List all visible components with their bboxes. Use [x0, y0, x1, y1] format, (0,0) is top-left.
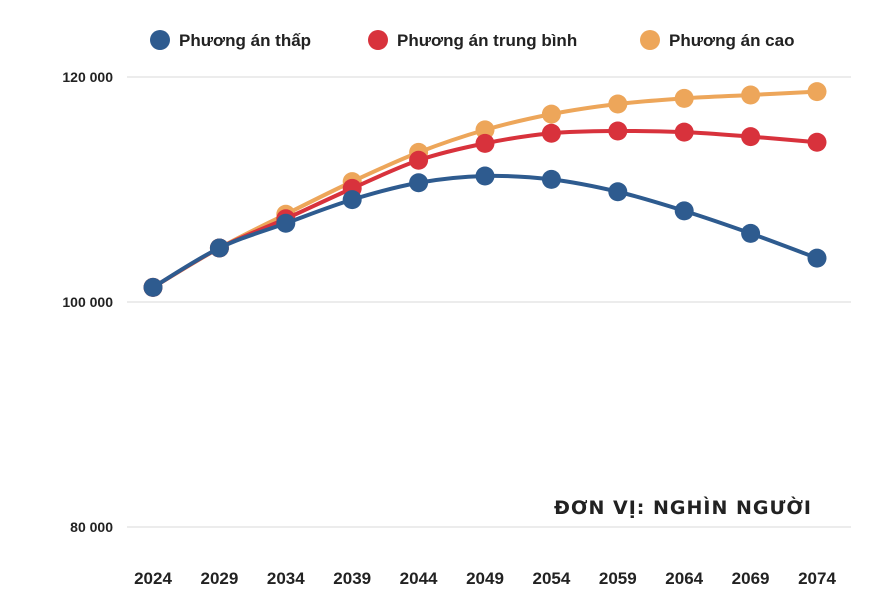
x-tick-label: 2039: [333, 569, 371, 588]
data-point[interactable]: [541, 169, 561, 189]
data-point[interactable]: [276, 213, 296, 233]
data-point[interactable]: [741, 85, 761, 105]
x-tick-label: 2044: [400, 569, 438, 588]
data-point[interactable]: [807, 82, 827, 102]
series-group: [143, 166, 827, 297]
series-lines: [143, 82, 827, 297]
data-point[interactable]: [674, 122, 694, 142]
data-point[interactable]: [342, 190, 362, 210]
data-point[interactable]: [475, 120, 495, 140]
data-point[interactable]: [608, 182, 628, 202]
x-tick-label: 2024: [134, 569, 172, 588]
data-point[interactable]: [541, 123, 561, 143]
data-point[interactable]: [209, 238, 229, 258]
x-tick-label: 2049: [466, 569, 504, 588]
data-point[interactable]: [475, 166, 495, 186]
data-point[interactable]: [741, 127, 761, 147]
data-point[interactable]: [674, 201, 694, 221]
data-point[interactable]: [475, 133, 495, 153]
series-line: [151, 128, 819, 290]
x-tick-label: 2074: [798, 569, 836, 588]
data-point[interactable]: [409, 173, 429, 193]
data-point[interactable]: [409, 150, 429, 170]
data-point[interactable]: [807, 132, 827, 152]
y-tick-label: 120 000: [62, 69, 113, 85]
legend-label: Phương án thấp: [179, 31, 311, 50]
series-group: [143, 82, 827, 297]
data-point[interactable]: [741, 223, 761, 243]
x-tick-label: 2034: [267, 569, 305, 588]
data-point[interactable]: [807, 248, 827, 268]
y-tick-label: 100 000: [62, 294, 113, 310]
data-point[interactable]: [674, 88, 694, 108]
series-group: [143, 121, 827, 297]
data-point[interactable]: [608, 94, 628, 114]
data-point[interactable]: [608, 121, 628, 141]
legend-label: Phương án trung bình: [397, 31, 577, 50]
x-axis-ticks: 2024 2029 2034 2039 2044 2049 2054 2059 2064 2069…: [134, 569, 836, 588]
legend-label: Phương án cao: [669, 31, 794, 50]
x-tick-label: 2064: [665, 569, 703, 588]
legend: Phương án thấp Phương án trung bình Phương…: [150, 30, 794, 50]
x-tick-label: 2029: [200, 569, 238, 588]
data-point[interactable]: [541, 104, 561, 124]
legend-marker: [150, 30, 170, 50]
x-tick-label: 2054: [532, 569, 570, 588]
legend-marker: [368, 30, 388, 50]
y-tick-label: 80 000: [70, 519, 113, 535]
unit-note: ĐƠN VỊ: NGHÌN NGƯỜI: [554, 495, 812, 519]
x-tick-label: 2059: [599, 569, 637, 588]
grid-lines: [127, 76, 851, 528]
x-tick-label: 2069: [732, 569, 770, 588]
y-axis-ticks: 80 000 100 000 120 000: [62, 69, 113, 535]
data-point[interactable]: [143, 277, 163, 297]
legend-marker: [640, 30, 660, 50]
